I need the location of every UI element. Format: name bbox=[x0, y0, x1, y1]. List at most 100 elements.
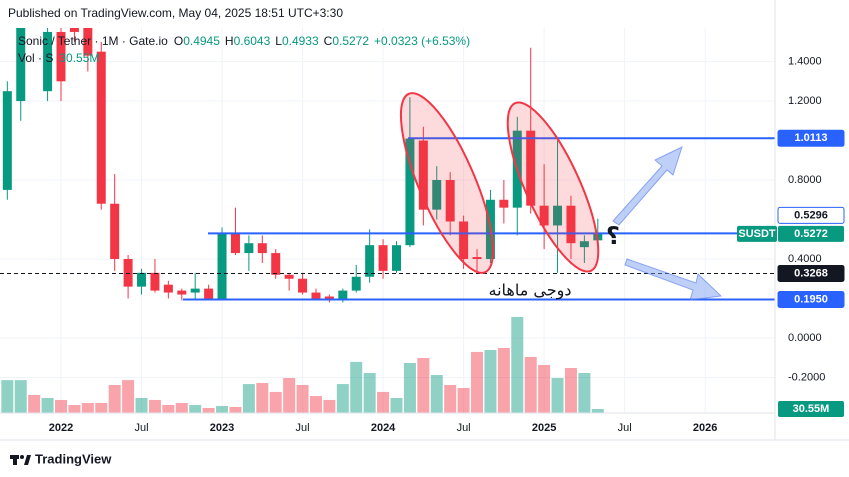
arrow-down bbox=[624, 258, 723, 301]
candle-body bbox=[2, 91, 12, 190]
volume-bar bbox=[551, 378, 564, 413]
candle-body bbox=[298, 278, 308, 293]
last-price-label: 0.5272 bbox=[794, 228, 828, 240]
candle-body bbox=[392, 245, 401, 271]
volume-bar bbox=[511, 316, 524, 413]
volume-bar bbox=[417, 358, 430, 413]
candle-body bbox=[230, 233, 240, 254]
price-label-box bbox=[777, 290, 845, 308]
candle-body bbox=[553, 205, 563, 226]
header-item: 0.5272 bbox=[332, 34, 369, 48]
volume-bar bbox=[497, 348, 510, 413]
candle-body bbox=[177, 290, 187, 295]
candle-body bbox=[351, 276, 361, 291]
candle-body bbox=[96, 51, 106, 204]
candle-body bbox=[137, 272, 147, 287]
candle-body bbox=[43, 31, 53, 92]
volume-bar bbox=[81, 403, 94, 413]
candle-body bbox=[271, 253, 281, 275]
volume-bar bbox=[189, 404, 202, 413]
candle-body bbox=[244, 243, 254, 254]
price-label: 0.3268 bbox=[794, 267, 828, 279]
footer-brand: TradingView bbox=[35, 451, 112, 466]
volume-bar bbox=[471, 351, 484, 413]
y-tick-label: 0.4000 bbox=[788, 253, 822, 265]
candle-body bbox=[190, 288, 200, 293]
symbol-label-box bbox=[737, 225, 777, 242]
published-note: Published on TradingView.com, May 04, 20… bbox=[8, 6, 343, 20]
header-item: H bbox=[225, 34, 234, 48]
x-tick-label: Jul bbox=[618, 422, 632, 434]
volume-bar bbox=[564, 368, 577, 413]
volume-label: 30.55M bbox=[793, 403, 830, 415]
arrow-up bbox=[612, 146, 683, 226]
x-tick-label: Jul bbox=[296, 422, 310, 434]
price-label-box bbox=[777, 264, 845, 282]
volume-bar bbox=[484, 349, 497, 413]
volume-bar bbox=[216, 406, 229, 413]
volume-bar bbox=[323, 399, 336, 413]
volume-bar bbox=[444, 384, 457, 413]
volume-bar bbox=[336, 384, 349, 413]
volume-header: Vol · S 30.55M bbox=[18, 51, 99, 65]
candle-body bbox=[499, 199, 509, 208]
y-tick-label: -0.2000 bbox=[788, 371, 825, 383]
candle-body bbox=[123, 259, 133, 287]
footer-logo bbox=[10, 455, 31, 465]
candle-body bbox=[69, 28, 79, 32]
volume-bar bbox=[256, 383, 269, 413]
price-label-box bbox=[777, 129, 845, 147]
annotation: دوجی ماهانه bbox=[489, 281, 572, 301]
candle-body bbox=[445, 180, 455, 222]
y-tick-label: 1.2000 bbox=[788, 95, 822, 107]
candle-body bbox=[204, 288, 214, 299]
x-tick-label: Jul bbox=[457, 422, 471, 434]
header-item: O bbox=[174, 34, 183, 48]
header-item: 30.55M bbox=[59, 51, 99, 65]
volume-bar bbox=[578, 373, 591, 413]
price-label-box bbox=[777, 206, 845, 224]
candle-body bbox=[432, 180, 442, 210]
candle-body bbox=[566, 205, 576, 244]
volume-bar bbox=[162, 404, 175, 413]
candle-body bbox=[257, 243, 267, 254]
highlight-ellipse bbox=[506, 101, 600, 273]
highlight-ellipse bbox=[399, 92, 495, 274]
volume-bar bbox=[95, 403, 108, 413]
volume-bar bbox=[430, 374, 443, 413]
volume-bar bbox=[269, 391, 282, 413]
volume-bar bbox=[68, 404, 81, 413]
volume-bar bbox=[41, 398, 54, 413]
candle-body bbox=[217, 233, 227, 299]
volume-bar bbox=[309, 396, 322, 413]
last-price-box bbox=[778, 225, 844, 242]
price-label: 0.1950 bbox=[794, 293, 828, 305]
header-item: Vol · S bbox=[18, 51, 53, 65]
volume-bar bbox=[108, 384, 121, 413]
candle-body bbox=[579, 241, 589, 248]
x-tick-label: 2022 bbox=[49, 422, 73, 434]
candle-body bbox=[418, 140, 428, 210]
volume-bar bbox=[14, 380, 27, 413]
header-item: 0.4933 bbox=[282, 34, 319, 48]
volume-bar bbox=[296, 384, 309, 413]
candle-body bbox=[378, 245, 388, 271]
header-item: C bbox=[324, 34, 333, 48]
x-tick-label: 2026 bbox=[693, 422, 717, 434]
candle-body bbox=[405, 138, 415, 246]
volume-bar bbox=[403, 363, 416, 413]
y-tick-label: 0.0000 bbox=[788, 332, 822, 344]
candle-body bbox=[56, 31, 66, 82]
header-item: 0.6043 bbox=[234, 34, 271, 48]
x-tick-label: 2025 bbox=[532, 422, 556, 434]
candle-body bbox=[16, 28, 26, 102]
volume-bar bbox=[591, 408, 604, 413]
volume-bar bbox=[242, 384, 255, 413]
volume-bar bbox=[55, 399, 67, 413]
volume-bar bbox=[148, 399, 161, 413]
volume-bar bbox=[377, 391, 390, 413]
y-tick-label: 1.4000 bbox=[788, 55, 822, 67]
candle-body bbox=[472, 257, 482, 259]
candle-body bbox=[539, 205, 549, 226]
volume-bar bbox=[175, 403, 188, 413]
